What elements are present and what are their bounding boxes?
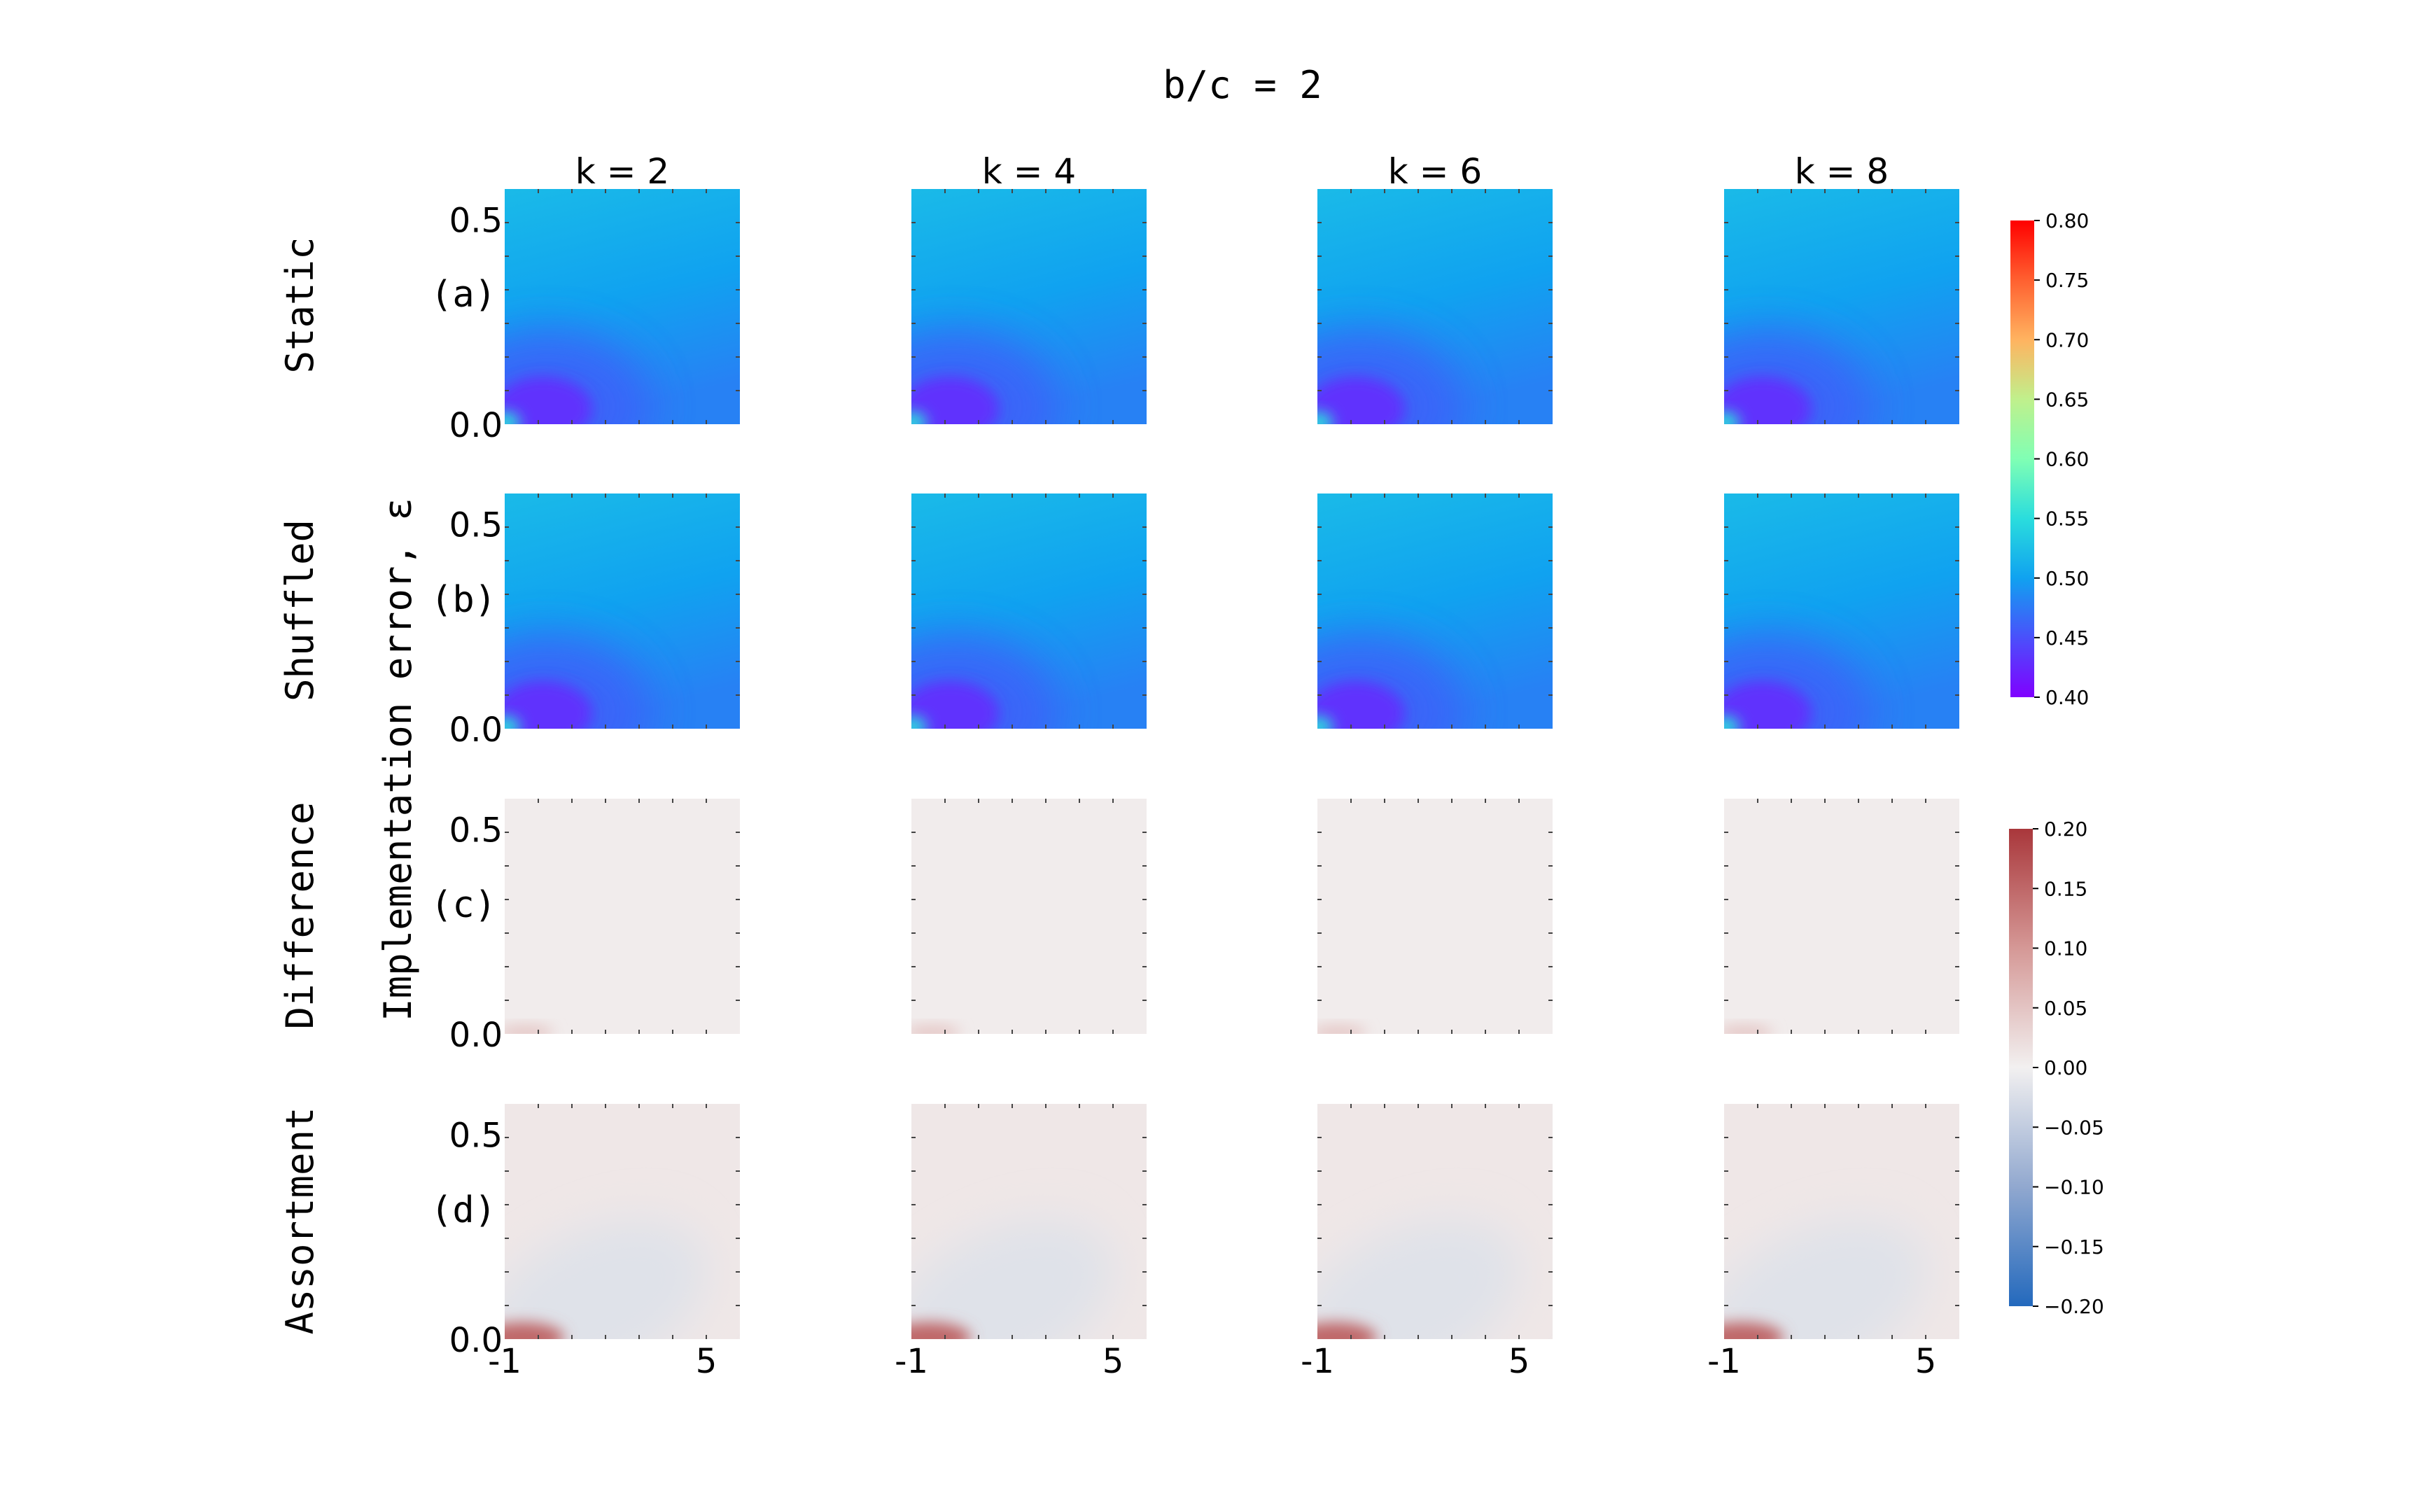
colorbar-tick-label: 0.10	[2044, 937, 2087, 960]
colorbar-tick-label: 0.80	[2045, 209, 2089, 232]
heatmap-panel	[911, 189, 1147, 424]
heatmap-panel	[911, 493, 1147, 729]
row-label: Difference	[278, 802, 322, 1029]
column-title: k = 8	[1795, 151, 1889, 192]
colorbar-tick-label: 0.00	[2044, 1056, 2087, 1079]
row-tag: (d)	[430, 1189, 496, 1231]
x-tick-label: -1	[488, 1342, 522, 1381]
figure-title: b/c = 2	[1163, 63, 1322, 107]
colorbar-tick-label: 0.75	[2045, 269, 2089, 292]
x-tick-label: 5	[1508, 1342, 1530, 1381]
row-tag: (b)	[430, 579, 496, 621]
heatmap-panel	[911, 799, 1147, 1034]
row-tag: (a)	[430, 274, 496, 316]
colorbar-tick-label: 0.55	[2045, 507, 2089, 531]
colorbar-tick-label: 0.15	[2044, 877, 2087, 900]
y-tick-label: 0.5	[449, 811, 503, 850]
column-title: k = 6	[1388, 151, 1482, 192]
colorbar-tick-label: 0.45	[2045, 626, 2089, 650]
x-tick-label: -1	[1301, 1342, 1334, 1381]
row-label: Shuffled	[278, 519, 322, 701]
heatmap-panel	[1317, 799, 1553, 1034]
x-tick-label: -1	[895, 1342, 928, 1381]
heatmap-panel	[1724, 189, 1959, 424]
y-tick-label: 0.5	[449, 506, 503, 545]
y-tick-label: 0.0	[449, 710, 503, 750]
colorbar-tick-label: 0.50	[2045, 567, 2089, 590]
column-title: k = 2	[575, 151, 669, 192]
row-label: Assortment	[278, 1107, 322, 1334]
heatmap-panel: 0.0 0.5 -1 5	[449, 1104, 740, 1381]
heatmap-panel: -1 5	[1707, 1104, 1959, 1381]
colorbar-tick-label: −0.05	[2044, 1116, 2104, 1139]
colorbars: 0.80 0.75 0.70 0.65 0.60 0.55 0.50 0.45 0.40 0.20…	[2009, 209, 2104, 1318]
x-tick-label: -1	[1707, 1342, 1741, 1381]
heatmap-panel: 0.0 0.5	[449, 493, 740, 750]
colorbar-diff: 0.20 0.15 0.10 0.05 0.00 −0.05 −0.10 −0.15 −0.20	[2009, 818, 2104, 1318]
heatmap-panel: 0.0 0.5	[449, 189, 740, 445]
colorbar-tick-label: −0.20	[2044, 1295, 2104, 1318]
row-tag: (c)	[430, 884, 496, 926]
heatmap-panel: 0.0 0.5	[449, 799, 740, 1055]
colorbar-tick-label: 0.65	[2045, 388, 2089, 411]
y-axis-label: Implementation error, ε	[376, 498, 420, 1021]
y-tick-label: 0.5	[449, 202, 503, 241]
colorbar-tick-label: 0.60	[2045, 448, 2089, 471]
panel-grid: k = 2 k = 4 k = 6 k = 8 Static (a) 0.0 0.5 Shuff…	[278, 151, 1959, 1381]
y-tick-label: 0.0	[449, 406, 503, 445]
colorbar-tick-label: 0.20	[2044, 818, 2087, 841]
colorbar-main: 0.80 0.75 0.70 0.65 0.60 0.55 0.50 0.45 0.40	[2010, 209, 2089, 709]
y-tick-label: 0.0	[449, 1016, 503, 1055]
colorbar-tick-label: −0.10	[2044, 1176, 2104, 1199]
row-label: Static	[278, 237, 322, 373]
colorbar-tick-label: −0.15	[2044, 1236, 2104, 1259]
heatmap-panel	[1317, 189, 1553, 424]
colorbar-tick-label: 0.70	[2045, 328, 2089, 351]
heatmap-panel	[1724, 493, 1959, 729]
heatmap-panel	[1317, 493, 1553, 729]
heatmap-panel	[1724, 799, 1959, 1034]
column-title: k = 4	[982, 151, 1076, 192]
x-tick-label: 5	[1915, 1342, 1937, 1381]
x-tick-label: 5	[1102, 1342, 1124, 1381]
heatmap-panel: -1 5	[1301, 1104, 1553, 1381]
y-tick-label: 0.0	[449, 1321, 503, 1360]
colorbar-tick-label: 0.05	[2044, 997, 2087, 1020]
x-tick-label: 5	[696, 1342, 718, 1381]
heatmap-panel: -1 5	[895, 1104, 1147, 1381]
colorbar-tick-label: 0.40	[2045, 686, 2089, 709]
y-tick-label: 0.5	[449, 1116, 503, 1156]
